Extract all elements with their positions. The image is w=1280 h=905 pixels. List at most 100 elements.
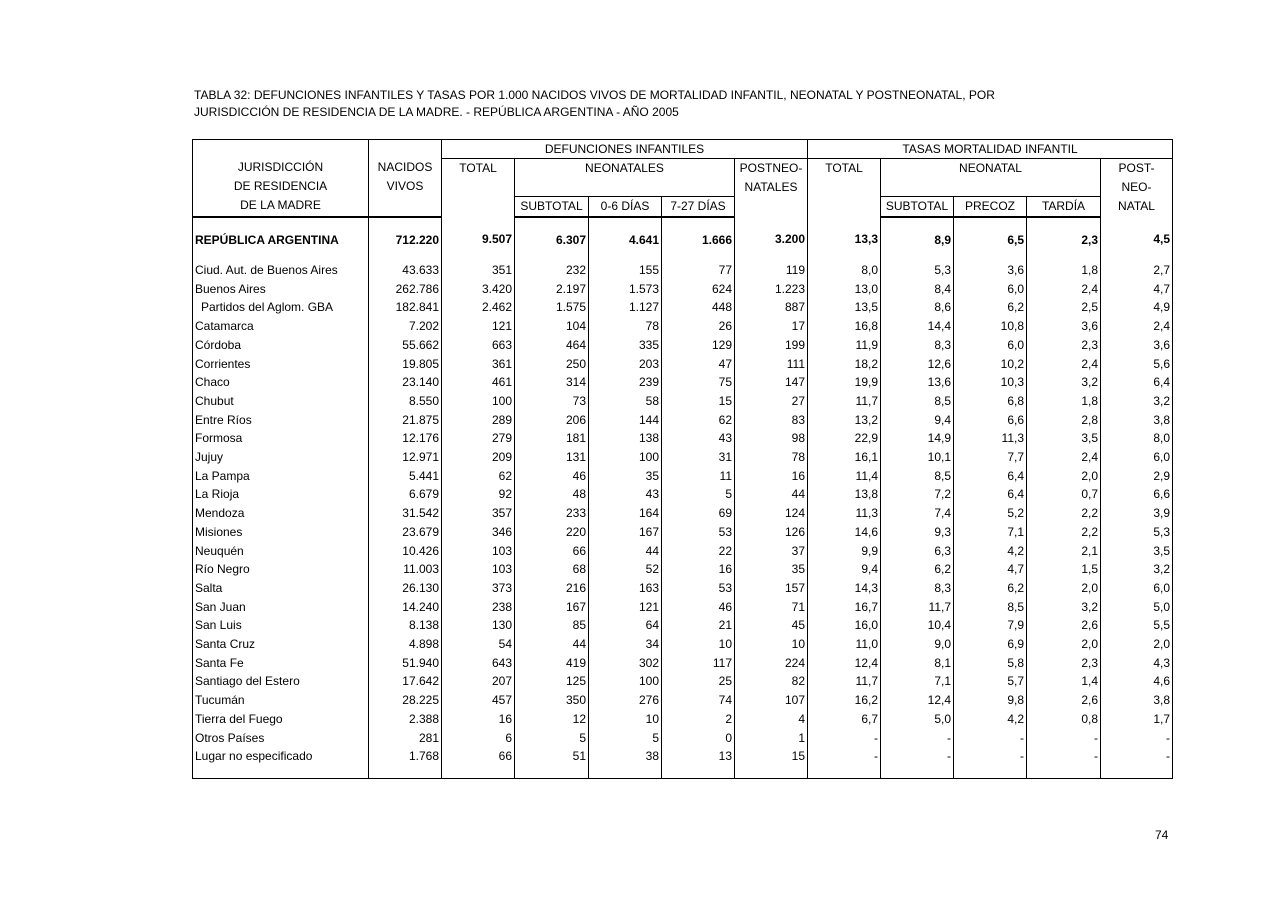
value-cell: - (953, 747, 1027, 766)
value-cell: - (880, 747, 954, 766)
value-cell: 6,0 (953, 279, 1027, 299)
value-cell: 22 (661, 541, 735, 561)
value-cell: 8,6 (880, 298, 954, 318)
value-cell: 44 (588, 541, 662, 561)
table-row: San Luis 8.138 130 85 64 21 45 16,0 10,4 7,9 2,6 5,… (192, 616, 1173, 636)
value-cell: 8,5 (880, 466, 954, 486)
value-cell: 9,8 (953, 691, 1027, 710)
value-cell: 12 (514, 709, 589, 729)
value-cell: 10 (734, 635, 808, 654)
table-row: Mendoza 31.542 357 233 164 69 124 11,3 7,4 5,2 2,2… (192, 504, 1173, 523)
value-cell: 7,1 (953, 522, 1027, 542)
spacer-row (192, 765, 1173, 779)
value-cell: 74 (661, 691, 735, 710)
value-cell: 13,6 (880, 373, 954, 392)
header-tasa-precoz: PRECOZ (953, 196, 1027, 218)
value-cell: 2,3 (1026, 335, 1101, 355)
value-cell: 4,2 (953, 709, 1027, 729)
value-cell: 16,7 (807, 597, 881, 617)
value-cell: 4,9 (1100, 298, 1173, 318)
header-tasa-total: TOTAL (807, 158, 881, 217)
value-cell: 12,4 (807, 653, 881, 673)
value-cell: 138 (588, 429, 662, 449)
jurisdiccion-cell: Otros Países (192, 728, 369, 748)
value-cell: 1,4 (1026, 672, 1101, 692)
value-cell: 448 (661, 298, 735, 318)
value-cell: 8.138 (368, 616, 442, 636)
value-cell: 6,0 (1100, 578, 1173, 598)
value-cell: 6,6 (1100, 485, 1173, 505)
value-cell: 62 (441, 466, 515, 486)
table-row: Neuquén 10.426 103 66 44 22 37 9,9 6,3 4,2 2,1 3,5 (192, 541, 1173, 561)
value-cell: 21.875 (368, 410, 442, 430)
value-cell: 10 (588, 709, 662, 729)
value-cell: 4,7 (1100, 279, 1173, 299)
value-cell: 22,9 (807, 429, 881, 449)
jurisdiccion-cell: Catamarca (192, 317, 369, 336)
value-cell: 16 (441, 709, 515, 729)
value-cell: 3,5 (1100, 541, 1173, 561)
value-cell: 44 (734, 485, 808, 505)
value-cell: 2,4 (1100, 317, 1173, 336)
value-cell: 4,2 (953, 541, 1027, 561)
value-cell: 206 (514, 410, 589, 430)
table-row: Santa Cruz 4.898 54 44 34 10 10 11,0 9,0 6,9 2,0 2,… (192, 635, 1173, 654)
table-row: Partidos del Aglom. GBA 182.841 2.462 1.575… (192, 298, 1173, 318)
value-cell: 1.573 (588, 279, 662, 299)
value-cell: 262.786 (368, 279, 442, 299)
jurisdiccion-cell: Santa Cruz (192, 635, 369, 654)
header-tasa-subtotal: SUBTOTAL (880, 196, 954, 218)
value-cell: 250 (514, 354, 589, 374)
jurisdiccion-cell: Lugar no especificado (192, 747, 369, 766)
value-cell: 37 (734, 541, 808, 561)
empty-cell (807, 765, 881, 779)
value-cell: 11,7 (880, 597, 954, 617)
table-row: Río Negro 11.003 103 68 52 16 35 9,4 6,2 4,7 1,5 3,… (192, 560, 1173, 579)
value-cell: 100 (588, 448, 662, 467)
value-cell: 1,7 (1100, 709, 1173, 729)
value-cell: 5,0 (1100, 597, 1173, 617)
header-text: JURISDICCIÓN (237, 160, 324, 174)
value-cell: 2,2 (1026, 504, 1101, 523)
table-row: Lugar no especificado 1.768 66 51 38 13 15- - - -… (192, 747, 1173, 766)
value-cell: 2,0 (1026, 635, 1101, 654)
value-cell: 712.220 (368, 217, 442, 261)
value-cell: 357 (441, 504, 515, 523)
jurisdiccion-cell: Neuquén (192, 541, 369, 561)
value-cell: 46 (514, 466, 589, 486)
value-cell: 5,2 (953, 504, 1027, 523)
value-cell: 232 (514, 261, 589, 280)
header-postneonatal: POST- NEO- NATAL (1100, 158, 1173, 217)
header-def-0-6-dias: 0-6 DÍAS (588, 196, 662, 218)
value-cell: 2.462 (441, 298, 515, 318)
value-cell: 26.130 (368, 578, 442, 598)
table-row: Santiago del Estero 17.642 207 125 100 25 82 11… (192, 672, 1173, 692)
table-row: Buenos Aires 262.786 3.420 2.197 1.573 624 1.2… (192, 279, 1173, 299)
value-cell: 2,3 (1026, 217, 1101, 261)
jurisdiccion-cell: Formosa (192, 429, 369, 449)
value-cell: 51 (514, 747, 589, 766)
value-cell: 373 (441, 578, 515, 598)
value-cell: - (1100, 747, 1173, 766)
jurisdiccion-cell: Ciud. Aut. de Buenos Aires (192, 261, 369, 280)
empty-cell (953, 765, 1027, 779)
value-cell: 10 (661, 635, 735, 654)
value-cell: 167 (514, 597, 589, 617)
value-cell: 10,3 (953, 373, 1027, 392)
jurisdiccion-cell: Entre Ríos (192, 410, 369, 430)
value-cell: 4,5 (1100, 217, 1173, 261)
value-cell: 5,6 (1100, 354, 1173, 374)
value-cell: 16 (734, 466, 808, 486)
value-cell: 13 (661, 747, 735, 766)
empty-cell (588, 765, 662, 779)
value-cell: 6.307 (514, 217, 589, 261)
value-cell: 464 (514, 335, 589, 355)
table-title-line-1: TABLA 32: DEFUNCIONES INFANTILES Y TASAS… (194, 88, 995, 102)
value-cell: 16,1 (807, 448, 881, 467)
value-cell: 3,8 (1100, 691, 1173, 710)
table-row: Salta 26.130 373 216 163 53 157 14,3 8,3 6,2 2,0 6,… (192, 578, 1173, 598)
value-cell: 104 (514, 317, 589, 336)
header-def-subtotal: SUBTOTAL (514, 196, 589, 218)
value-cell: 53 (661, 522, 735, 542)
value-cell: 419 (514, 653, 589, 673)
